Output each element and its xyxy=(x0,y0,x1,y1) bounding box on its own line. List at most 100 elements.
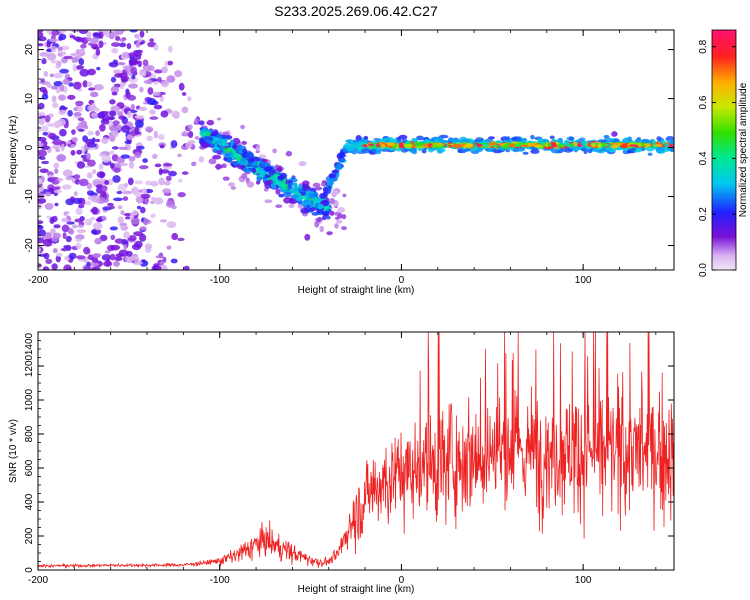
noise-blob xyxy=(95,84,104,91)
descending-trace-blob xyxy=(208,130,214,134)
noise-blob xyxy=(123,183,129,188)
noise-blob xyxy=(73,81,82,90)
spectrogram-x-label: Height of straight line (km) xyxy=(298,285,415,296)
noise-blob xyxy=(51,85,58,90)
noise-blob xyxy=(86,182,93,190)
noise-blob xyxy=(38,149,47,157)
noise-blob xyxy=(79,68,90,77)
steady-band-blob xyxy=(448,138,457,142)
noise-blob xyxy=(109,253,116,261)
noise-blob xyxy=(149,116,159,120)
noise-blob xyxy=(38,185,45,193)
noise-blob xyxy=(153,197,164,205)
noise-blob xyxy=(51,145,61,149)
noise-blob xyxy=(86,190,95,196)
noise-blob xyxy=(38,118,45,125)
noise-blob xyxy=(139,226,147,231)
steady-band-blob xyxy=(558,148,564,154)
noise-blob xyxy=(149,109,156,115)
noise-blob xyxy=(91,102,96,109)
noise-blob xyxy=(147,87,154,95)
descending-trace-blob xyxy=(217,138,223,146)
steady-band-blob xyxy=(421,149,427,154)
steady-trace-core-blob xyxy=(551,143,556,147)
halo-blob xyxy=(288,203,295,209)
noise-blob xyxy=(181,92,187,96)
noise-blob xyxy=(90,91,99,98)
noise-blob xyxy=(137,37,143,43)
descending-trace-blob xyxy=(311,212,319,216)
noise-blob xyxy=(91,206,99,215)
noise-blob xyxy=(178,82,185,91)
noise-blob xyxy=(44,202,54,210)
noise-blob xyxy=(120,154,130,159)
descending-trace-blob xyxy=(313,192,319,197)
noise-blob xyxy=(130,103,135,111)
snr-marks xyxy=(38,332,674,569)
descending-trace-blob xyxy=(226,156,233,163)
spectrogram-y-label: Frequency (Hz) xyxy=(8,116,19,185)
noise-blob xyxy=(62,78,71,85)
noise-blob xyxy=(77,224,85,228)
halo-blob xyxy=(206,119,215,126)
noise-blob xyxy=(57,177,64,182)
noise-blob xyxy=(114,238,125,244)
noise-blob xyxy=(82,80,88,88)
halo-blob xyxy=(181,131,189,135)
descending-trace-blob xyxy=(248,157,255,162)
noise-blob xyxy=(71,136,78,143)
noise-blob xyxy=(171,232,179,241)
return-trace-blob xyxy=(334,164,343,171)
noise-blob xyxy=(154,69,163,74)
noise-blob xyxy=(57,46,63,51)
noise-blob xyxy=(91,266,101,270)
steady-band-blob xyxy=(409,148,417,153)
x-tick-label: -200 xyxy=(28,575,48,586)
noise-blob xyxy=(113,260,120,267)
descending-trace-blob xyxy=(325,215,331,220)
noise-blob xyxy=(133,52,143,57)
descending-trace-blob xyxy=(287,185,293,189)
noise-blob xyxy=(85,200,92,206)
noise-blob xyxy=(109,205,115,210)
descending-trace-blob xyxy=(263,174,272,178)
noise-blob xyxy=(73,174,81,180)
noise-blob xyxy=(41,160,50,165)
halo-blob xyxy=(298,161,307,167)
noise-blob xyxy=(129,60,140,65)
noise-blob xyxy=(83,265,91,270)
noise-blob xyxy=(95,130,100,137)
halo-blob xyxy=(264,199,273,203)
noise-blob xyxy=(63,245,68,249)
noise-blob xyxy=(40,78,45,83)
descending-trace-blob xyxy=(302,199,312,203)
steady-band-blob xyxy=(530,134,535,140)
x-tick-label: 0 xyxy=(399,275,405,286)
x-tick-label: 0 xyxy=(399,575,405,586)
noise-blob xyxy=(114,73,123,78)
descending-trace-blob xyxy=(281,183,289,190)
noise-blob xyxy=(59,128,67,137)
snr-series-line xyxy=(38,332,674,569)
noise-blob xyxy=(63,264,72,270)
steady-trace-core-blob xyxy=(559,144,565,148)
halo-blob xyxy=(208,158,217,165)
noise-blob xyxy=(131,243,142,251)
noise-blob xyxy=(167,45,173,53)
noise-blob xyxy=(88,87,95,91)
noise-blob xyxy=(76,149,83,155)
noise-blob xyxy=(111,91,118,96)
noise-blob xyxy=(137,60,142,68)
descending-trace-blob xyxy=(300,207,309,214)
halo-blob xyxy=(312,182,321,188)
descending-trace-blob xyxy=(283,190,292,198)
noise-blob xyxy=(90,37,100,44)
noise-blob xyxy=(67,94,76,100)
descending-trace-blob xyxy=(308,201,314,208)
noise-blob xyxy=(45,258,53,264)
noise-blob xyxy=(152,91,161,97)
snr-y-label: SNR (10 * v/v) xyxy=(8,419,19,483)
noise-blob xyxy=(121,51,130,58)
noise-blob xyxy=(125,216,131,220)
